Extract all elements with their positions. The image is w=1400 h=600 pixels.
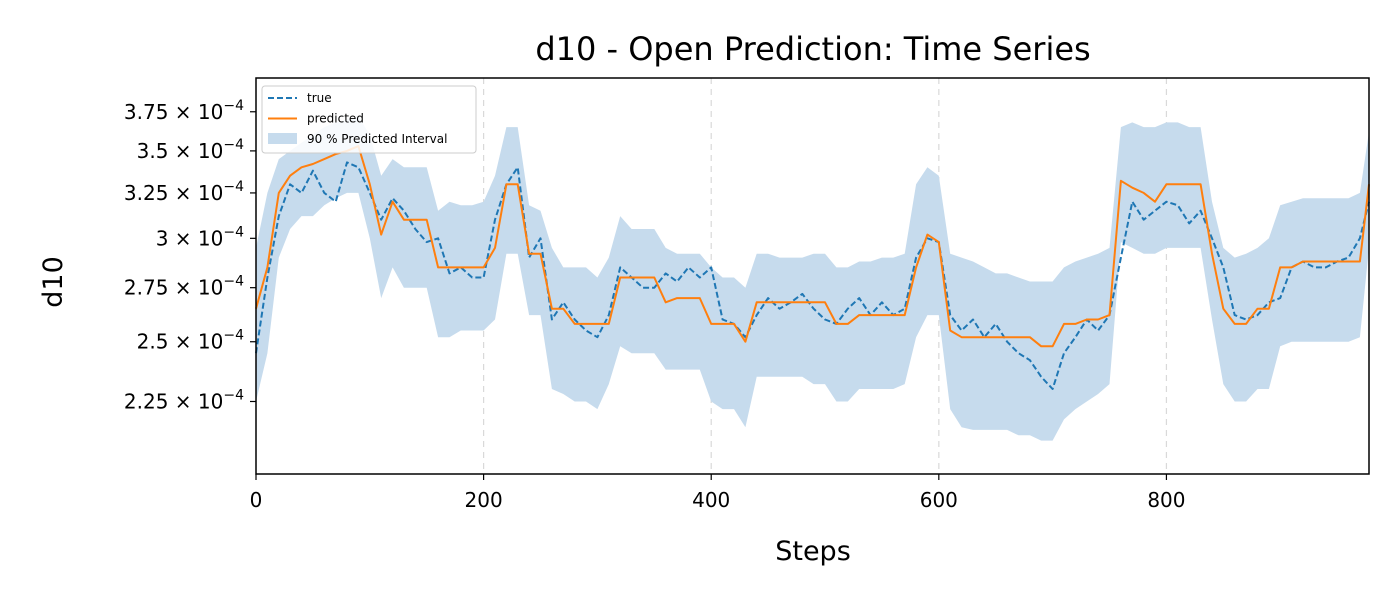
y-tick-label: 3.5 × 10−4	[137, 137, 244, 163]
series-lines	[255, 145, 1370, 390]
legend-frame	[261, 85, 477, 154]
y-tick-label: 2.25 × 10−4	[124, 387, 244, 413]
plot-area-frame	[255, 77, 1370, 475]
series-line-true	[255, 161, 1370, 390]
legend-label: 90 % Predicted Interval	[307, 132, 447, 146]
legend-label: predicted	[307, 112, 364, 126]
x-axis-title: Steps	[775, 536, 851, 567]
prediction-interval-band	[256, 116, 1369, 441]
y-axis-ticks: 2.25 × 10−4 2.5 × 10−4 2.75 × 10−4 3 × 10−4…	[124, 98, 256, 413]
x-axis-ticks: 0 200 400 600 800	[250, 474, 1186, 512]
x-tick-label: 600	[920, 488, 958, 512]
y-tick-label: 2.5 × 10−4	[137, 328, 244, 354]
y-tick-label: 2.75 × 10−4	[124, 274, 244, 300]
x-tick-label: 200	[465, 488, 503, 512]
x-tick-label: 400	[692, 488, 730, 512]
y-axis-title: d10	[38, 256, 69, 308]
series-line-predicted	[255, 145, 1370, 348]
y-tick-label: 3.25 × 10−4	[124, 179, 244, 205]
interval-band	[256, 116, 1369, 441]
y-tick-label: 3 × 10−4	[156, 224, 244, 250]
legend: true predicted 90 % Predicted Interval	[261, 85, 477, 154]
legend-label: true	[307, 91, 332, 105]
legend-swatch-interval	[268, 133, 297, 144]
y-tick-label: 3.75 × 10−4	[124, 98, 244, 124]
x-tick-label: 0	[250, 488, 263, 512]
chart-title: d10 - Open Prediction: Time Series	[535, 30, 1090, 68]
x-tick-label: 800	[1147, 488, 1185, 512]
